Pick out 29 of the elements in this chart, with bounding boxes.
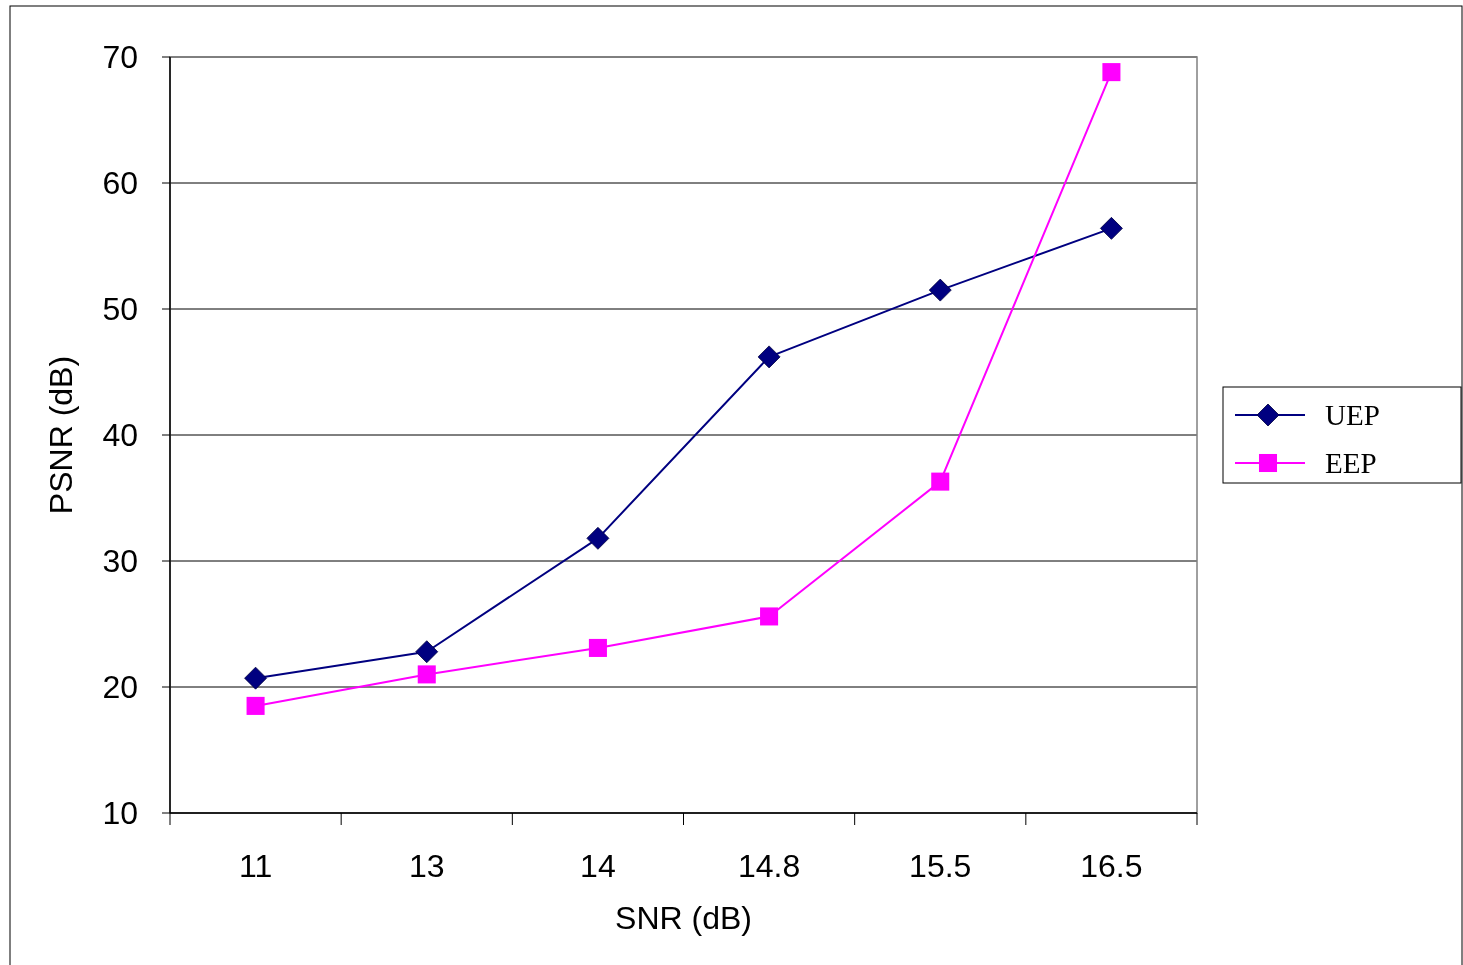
point — [244, 666, 267, 690]
y-tick-label: 20 — [102, 669, 138, 706]
x-tick-label: 11 — [238, 848, 273, 884]
point — [928, 278, 952, 302]
point — [246, 696, 265, 715]
x-tick-label: 16.5 — [1080, 848, 1143, 884]
y-tick-label: 10 — [102, 795, 138, 832]
y-tick-label: 50 — [102, 291, 138, 328]
y-axis-title: PSNR (dB) — [43, 355, 79, 515]
legend-label: EEP — [1325, 447, 1377, 480]
point — [760, 607, 779, 626]
x-tick-label: 14 — [580, 848, 616, 884]
point — [1100, 216, 1123, 240]
x-axis-title: SNR (dB) — [615, 900, 752, 936]
legend-label: UEP — [1325, 399, 1380, 432]
x-tick-label: 14.8 — [737, 848, 801, 884]
y-tick-label: 30 — [102, 543, 138, 580]
point — [586, 526, 610, 550]
point — [588, 638, 607, 657]
point — [415, 640, 439, 664]
y-tick-label: 60 — [102, 165, 138, 202]
point — [1102, 63, 1121, 82]
point — [417, 665, 436, 684]
y-tick-label: 70 — [102, 39, 138, 76]
x-tick-label: 15.5 — [909, 848, 972, 884]
x-tick-label: 13 — [408, 848, 445, 884]
y-tick-label: 40 — [102, 417, 138, 454]
point — [757, 345, 781, 369]
point — [931, 472, 950, 491]
